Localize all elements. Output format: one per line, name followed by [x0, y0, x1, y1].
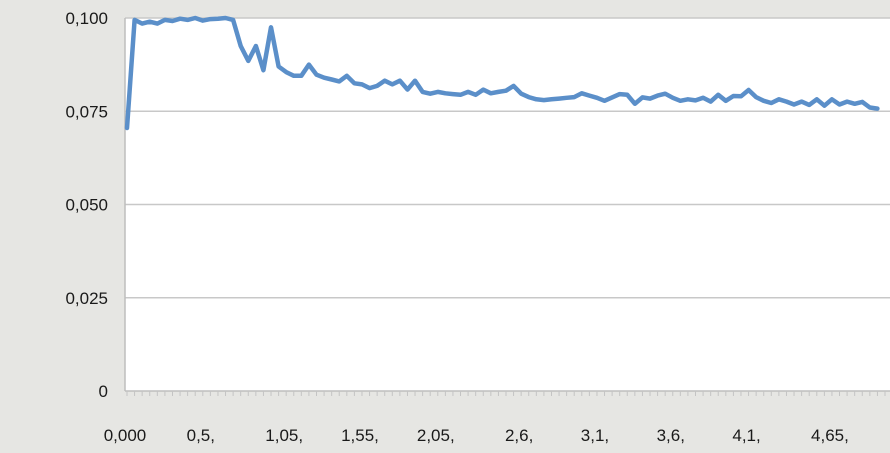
x-axis: 0,000 0,5, 1,05, 1,55, 2,05, 2,6, 3,1, 3,6, 4,1,…: [104, 390, 890, 445]
x-tick-label: 4,65,: [811, 426, 849, 445]
x-tick-label: 2,05,: [417, 426, 455, 445]
y-tick-label: 0,050: [65, 196, 108, 215]
x-tick-label: 3,6,: [657, 426, 685, 445]
y-tick-label: 0,100: [65, 9, 108, 28]
y-tick-label: 0: [99, 382, 108, 401]
x-tick-label: 3,1,: [581, 426, 609, 445]
x-tick-label: 4,1,: [732, 426, 760, 445]
y-tick-label: 0,075: [65, 102, 108, 121]
series-layer: [124, 15, 880, 131]
y-axis: 0 0,025 0,050 0,075 0,100: [65, 9, 126, 401]
series-line-0: [124, 15, 880, 131]
y-tick-label: 0,025: [65, 289, 108, 308]
gridlines: [125, 17, 890, 299]
x-tick-label: 2,6,: [505, 426, 533, 445]
x-tick-label: 1,05,: [265, 426, 303, 445]
x-tick-label: 0,5,: [187, 426, 215, 445]
x-tick-label: 0,000: [104, 426, 147, 445]
x-tick-label: 1,55,: [341, 426, 379, 445]
